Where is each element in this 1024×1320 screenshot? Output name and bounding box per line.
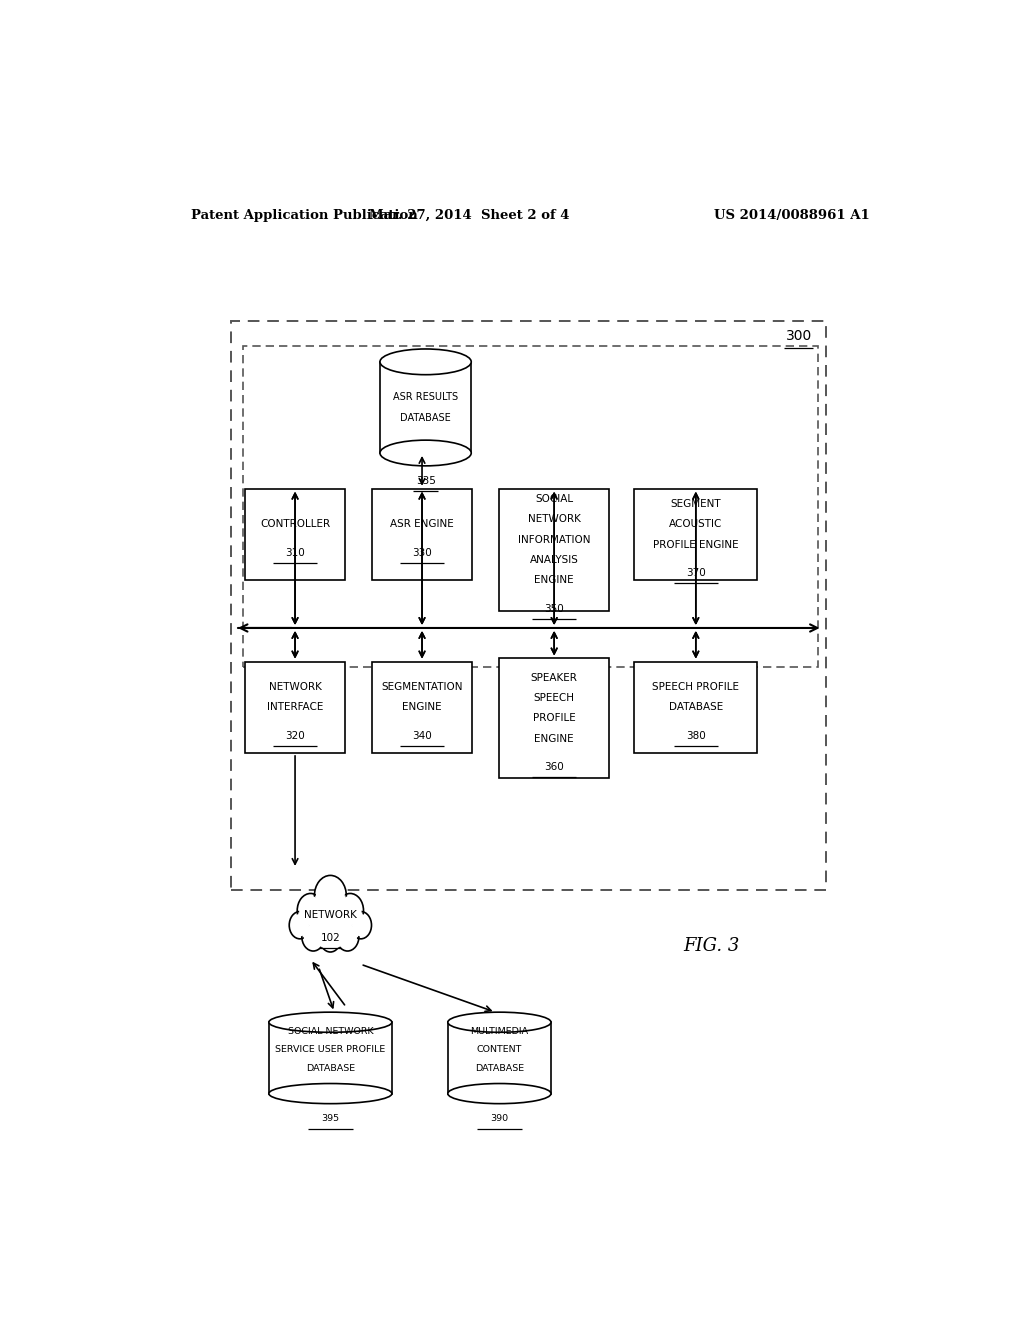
- Circle shape: [338, 924, 357, 949]
- Circle shape: [337, 894, 364, 928]
- Circle shape: [309, 896, 351, 949]
- Text: US 2014/0088961 A1: US 2014/0088961 A1: [715, 209, 870, 222]
- Circle shape: [319, 925, 341, 952]
- Circle shape: [350, 912, 372, 939]
- Text: ENGINE: ENGINE: [535, 576, 574, 585]
- Bar: [634, 488, 758, 581]
- Bar: [269, 1022, 392, 1093]
- Text: Mar. 27, 2014  Sheet 2 of 4: Mar. 27, 2014 Sheet 2 of 4: [369, 209, 569, 222]
- Circle shape: [322, 927, 339, 949]
- Text: DATABASE: DATABASE: [669, 702, 723, 713]
- Text: CONTENT: CONTENT: [477, 1045, 522, 1055]
- Text: 360: 360: [545, 762, 564, 772]
- Text: 330: 330: [412, 548, 432, 558]
- Text: ACOUSTIC: ACOUSTIC: [669, 519, 723, 529]
- Circle shape: [304, 924, 323, 949]
- Text: SEGMENT: SEGMENT: [671, 499, 721, 510]
- Bar: [380, 362, 471, 453]
- Text: 320: 320: [285, 731, 305, 741]
- Text: CONTROLLER: CONTROLLER: [260, 519, 330, 529]
- Text: ASR RESULTS: ASR RESULTS: [393, 392, 458, 403]
- Circle shape: [352, 913, 370, 936]
- Bar: [500, 488, 609, 611]
- Text: SOCIAL: SOCIAL: [536, 494, 573, 504]
- Text: SPEAKER: SPEAKER: [530, 673, 578, 682]
- Bar: [246, 488, 345, 581]
- Text: 340: 340: [412, 731, 432, 741]
- Ellipse shape: [269, 1012, 392, 1032]
- Text: ENGINE: ENGINE: [402, 702, 441, 713]
- Text: NETWORK: NETWORK: [304, 909, 356, 920]
- Text: NETWORK: NETWORK: [527, 515, 581, 524]
- Bar: [634, 661, 758, 752]
- Text: ANALYSIS: ANALYSIS: [529, 554, 579, 565]
- Text: INFORMATION: INFORMATION: [518, 535, 591, 545]
- Circle shape: [336, 921, 359, 950]
- Text: FIG. 3: FIG. 3: [684, 937, 740, 956]
- Ellipse shape: [380, 348, 471, 375]
- Text: Patent Application Publication: Patent Application Publication: [191, 209, 418, 222]
- Ellipse shape: [447, 1084, 551, 1104]
- Ellipse shape: [447, 1012, 551, 1032]
- Text: 370: 370: [686, 568, 706, 578]
- Circle shape: [291, 913, 308, 936]
- Text: 310: 310: [285, 548, 305, 558]
- Text: DATABASE: DATABASE: [475, 1064, 524, 1073]
- Circle shape: [315, 878, 345, 915]
- Circle shape: [314, 875, 346, 916]
- Bar: [246, 661, 345, 752]
- Text: SPEECH PROFILE: SPEECH PROFILE: [652, 682, 739, 692]
- Ellipse shape: [380, 440, 471, 466]
- Bar: [373, 661, 472, 752]
- Bar: [373, 488, 472, 581]
- Text: 395: 395: [322, 1114, 339, 1123]
- Text: 300: 300: [785, 329, 812, 343]
- Ellipse shape: [269, 1084, 392, 1104]
- Text: SERVICE USER PROFILE: SERVICE USER PROFILE: [275, 1045, 385, 1055]
- Text: 335: 335: [416, 477, 435, 486]
- Circle shape: [289, 912, 310, 939]
- Circle shape: [339, 896, 361, 925]
- Text: PROFILE ENGINE: PROFILE ENGINE: [653, 540, 738, 549]
- Text: 380: 380: [686, 731, 706, 741]
- Text: PROFILE: PROFILE: [532, 713, 575, 723]
- Text: 390: 390: [490, 1114, 509, 1123]
- Text: SPEECH: SPEECH: [534, 693, 574, 704]
- Text: INTERFACE: INTERFACE: [267, 702, 324, 713]
- Circle shape: [302, 921, 325, 950]
- Text: MULTIMEDIA: MULTIMEDIA: [470, 1027, 528, 1036]
- Text: ASR ENGINE: ASR ENGINE: [390, 519, 454, 529]
- Circle shape: [299, 896, 322, 925]
- Bar: [500, 659, 609, 779]
- Text: SEGMENTATION: SEGMENTATION: [381, 682, 463, 692]
- Text: NETWORK: NETWORK: [268, 682, 322, 692]
- Text: 350: 350: [545, 603, 564, 614]
- Circle shape: [297, 894, 324, 928]
- Text: DATABASE: DATABASE: [400, 413, 451, 422]
- Text: 102: 102: [321, 933, 340, 942]
- Text: ENGINE: ENGINE: [535, 734, 574, 743]
- Text: SOCIAL NETWORK: SOCIAL NETWORK: [288, 1027, 373, 1036]
- Text: DATABASE: DATABASE: [306, 1064, 355, 1073]
- Bar: [447, 1022, 551, 1093]
